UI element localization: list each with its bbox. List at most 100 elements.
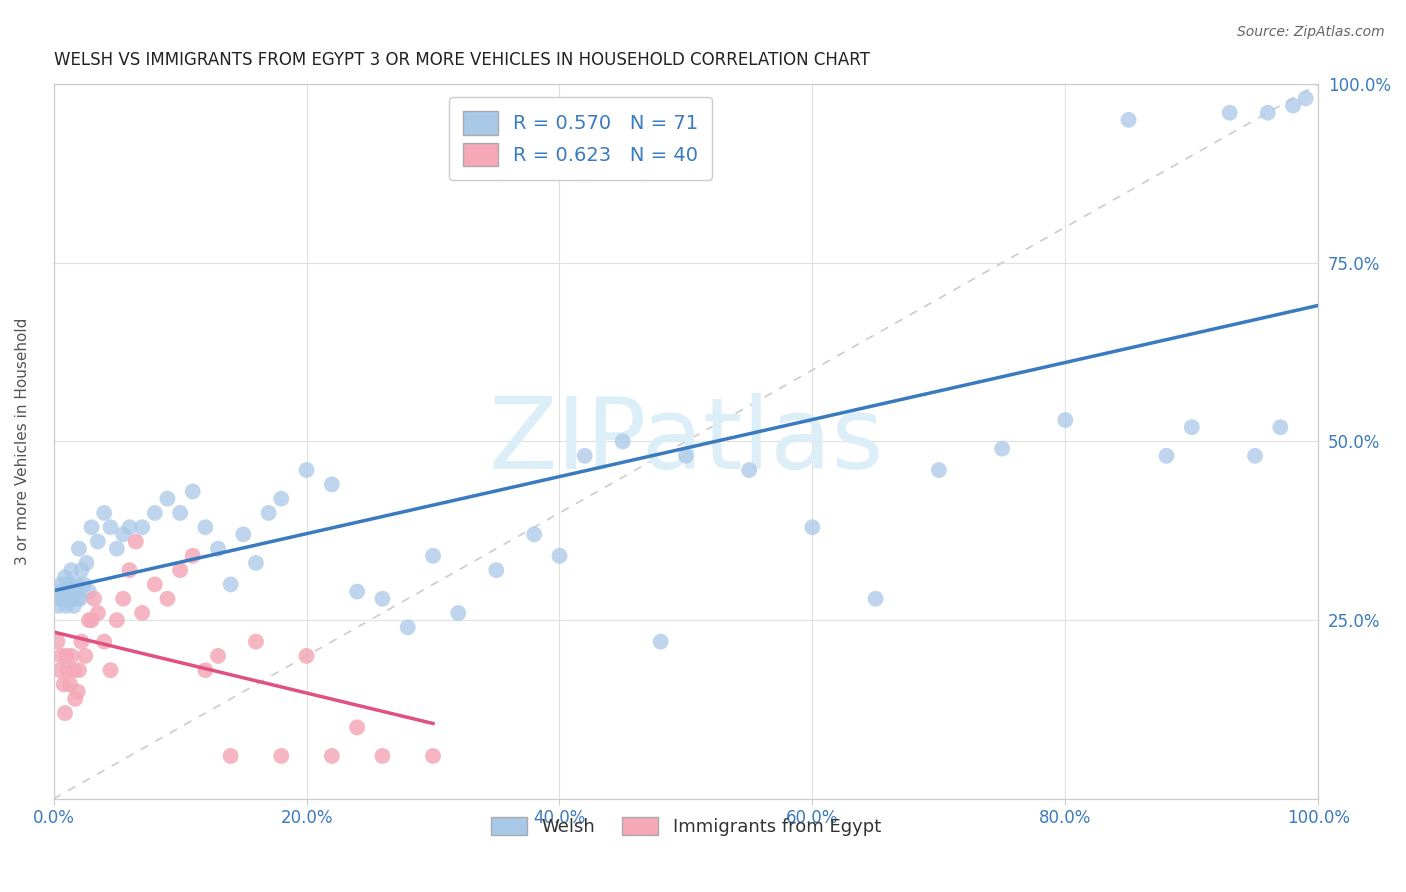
Point bbox=[63, 599, 86, 613]
Point bbox=[1156, 449, 1178, 463]
Point bbox=[93, 506, 115, 520]
Point bbox=[548, 549, 571, 563]
Point bbox=[321, 477, 343, 491]
Point bbox=[60, 563, 83, 577]
Point bbox=[60, 648, 83, 663]
Point bbox=[1244, 449, 1267, 463]
Point bbox=[87, 534, 110, 549]
Point bbox=[63, 584, 86, 599]
Point bbox=[181, 484, 204, 499]
Point bbox=[46, 584, 69, 599]
Point bbox=[56, 663, 79, 677]
Point bbox=[131, 606, 153, 620]
Point bbox=[270, 491, 292, 506]
Point bbox=[612, 434, 634, 449]
Point bbox=[62, 591, 84, 606]
Point bbox=[55, 599, 77, 613]
Point bbox=[75, 648, 97, 663]
Point bbox=[650, 634, 672, 648]
Point bbox=[346, 584, 368, 599]
Point bbox=[1054, 413, 1077, 427]
Point bbox=[169, 563, 191, 577]
Point bbox=[66, 684, 89, 698]
Point bbox=[112, 591, 135, 606]
Point bbox=[181, 549, 204, 563]
Point bbox=[53, 570, 76, 584]
Point bbox=[1282, 98, 1305, 112]
Point bbox=[1270, 420, 1292, 434]
Point bbox=[73, 577, 96, 591]
Point bbox=[80, 613, 103, 627]
Point bbox=[56, 577, 79, 591]
Point bbox=[321, 748, 343, 763]
Point bbox=[232, 527, 254, 541]
Point bbox=[52, 677, 75, 691]
Point bbox=[65, 577, 87, 591]
Point bbox=[523, 527, 546, 541]
Point bbox=[207, 541, 229, 556]
Point bbox=[156, 591, 179, 606]
Point bbox=[58, 591, 80, 606]
Text: ZIPatlas: ZIPatlas bbox=[488, 393, 884, 490]
Point bbox=[76, 556, 98, 570]
Point bbox=[169, 506, 191, 520]
Point bbox=[1295, 91, 1317, 105]
Legend: Welsh, Immigrants from Egypt: Welsh, Immigrants from Egypt bbox=[484, 810, 889, 844]
Point bbox=[1219, 105, 1241, 120]
Point bbox=[77, 613, 100, 627]
Point bbox=[67, 663, 90, 677]
Point bbox=[118, 520, 141, 534]
Point bbox=[51, 577, 73, 591]
Point bbox=[156, 491, 179, 506]
Point bbox=[1181, 420, 1204, 434]
Point bbox=[207, 648, 229, 663]
Point bbox=[928, 463, 950, 477]
Point bbox=[574, 449, 596, 463]
Point bbox=[125, 534, 148, 549]
Point bbox=[738, 463, 761, 477]
Point bbox=[143, 577, 166, 591]
Y-axis label: 3 or more Vehicles in Household: 3 or more Vehicles in Household bbox=[15, 318, 30, 566]
Point bbox=[371, 748, 394, 763]
Point bbox=[80, 520, 103, 534]
Point bbox=[991, 442, 1014, 456]
Point bbox=[87, 606, 110, 620]
Point bbox=[194, 520, 217, 534]
Point bbox=[52, 584, 75, 599]
Point bbox=[422, 748, 444, 763]
Point bbox=[270, 748, 292, 763]
Point bbox=[485, 563, 508, 577]
Point bbox=[69, 591, 91, 606]
Point bbox=[46, 634, 69, 648]
Point bbox=[1257, 105, 1279, 120]
Point bbox=[245, 634, 267, 648]
Point bbox=[49, 663, 72, 677]
Point bbox=[70, 563, 93, 577]
Point bbox=[59, 677, 82, 691]
Point bbox=[245, 556, 267, 570]
Point bbox=[396, 620, 419, 634]
Point bbox=[131, 520, 153, 534]
Point bbox=[447, 606, 470, 620]
Point bbox=[48, 599, 70, 613]
Point bbox=[77, 584, 100, 599]
Point bbox=[257, 506, 280, 520]
Text: Source: ZipAtlas.com: Source: ZipAtlas.com bbox=[1237, 25, 1385, 39]
Point bbox=[219, 748, 242, 763]
Point bbox=[801, 520, 824, 534]
Point bbox=[346, 720, 368, 734]
Point bbox=[70, 634, 93, 648]
Point bbox=[53, 706, 76, 720]
Point bbox=[63, 663, 86, 677]
Point bbox=[100, 663, 122, 677]
Point bbox=[100, 520, 122, 534]
Point bbox=[51, 591, 73, 606]
Point bbox=[67, 541, 90, 556]
Point bbox=[675, 449, 697, 463]
Point bbox=[105, 541, 128, 556]
Point bbox=[143, 506, 166, 520]
Point bbox=[422, 549, 444, 563]
Point bbox=[1118, 112, 1140, 127]
Point bbox=[66, 591, 89, 606]
Point bbox=[865, 591, 887, 606]
